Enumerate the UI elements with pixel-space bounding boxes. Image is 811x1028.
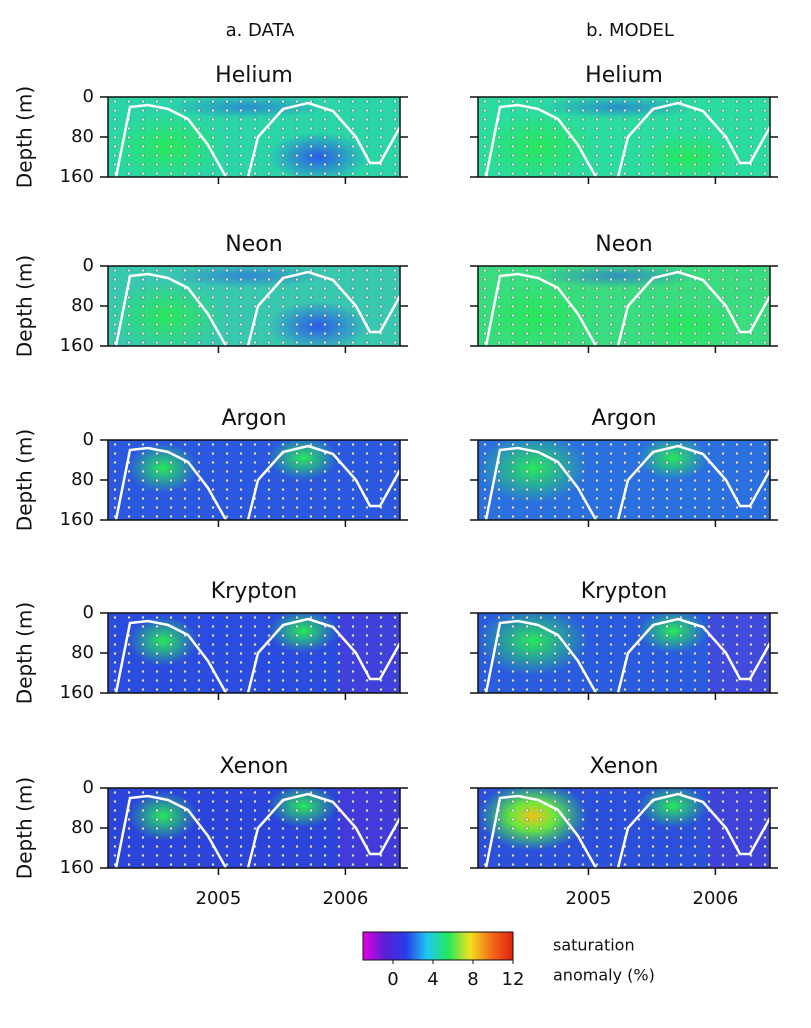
- panel: Xenon 0 80 160 2005 2006: [60, 754, 408, 909]
- panel-title: Xenon: [590, 754, 659, 779]
- panel-title: Helium: [585, 63, 663, 88]
- y-axis-label: Depth (m): [13, 255, 37, 357]
- contour-field: [108, 613, 400, 693]
- panel-title: Neon: [595, 232, 652, 257]
- panel: Xenon 2005 2006: [470, 754, 778, 909]
- colorbar-tick-label: 4: [427, 969, 438, 990]
- x-tick-label: 2006: [693, 888, 739, 909]
- panel: Helium: [470, 63, 778, 184]
- y-axis-label: Depth (m): [13, 777, 37, 879]
- y-axis-label: Depth (m): [13, 86, 37, 188]
- panel-title: Argon: [591, 406, 656, 431]
- y-tick-label: 0: [83, 255, 94, 276]
- panel-title: Krypton: [211, 579, 298, 604]
- y-tick-label: 80: [71, 126, 94, 147]
- panel: Neon: [470, 232, 778, 353]
- contour-field: [478, 440, 770, 520]
- contour-field: [108, 788, 400, 868]
- contour-field: [108, 440, 400, 520]
- y-tick-label: 0: [83, 777, 94, 798]
- y-axis-label: Depth (m): [13, 429, 37, 531]
- panel: Neon 0 80 160: [60, 232, 408, 356]
- contour-field: [108, 97, 400, 177]
- y-axis-label: Depth (m): [13, 602, 37, 704]
- y-tick-label: 80: [71, 817, 94, 838]
- contour-field: [478, 266, 770, 346]
- panel: Argon: [470, 406, 778, 527]
- panel-title: Neon: [225, 232, 282, 257]
- panel-title: Krypton: [581, 579, 668, 604]
- column-header: b. MODEL: [586, 20, 674, 41]
- y-tick-label: 80: [71, 295, 94, 316]
- colorbar-tick-label: 12: [502, 969, 525, 990]
- y-tick-label: 80: [71, 642, 94, 663]
- contour-field: [478, 97, 770, 177]
- panel: Krypton: [470, 579, 778, 700]
- x-tick-label: 2005: [196, 888, 242, 909]
- y-tick-label: 160: [60, 682, 94, 703]
- column-header: a. DATA: [226, 20, 296, 41]
- contour-field: [108, 266, 400, 346]
- panel-title: Xenon: [220, 754, 289, 779]
- x-tick-label: 2005: [566, 888, 612, 909]
- contour-field: [478, 613, 770, 693]
- panel: Helium 0 80 160: [60, 63, 408, 187]
- y-tick-label: 160: [60, 509, 94, 530]
- colorbar: [362, 931, 514, 961]
- y-tick-label: 0: [83, 86, 94, 107]
- y-tick-label: 160: [60, 335, 94, 356]
- colorbar-tick-label: 8: [467, 969, 478, 990]
- colorbar-label: saturation: [553, 936, 635, 955]
- y-tick-label: 0: [83, 602, 94, 623]
- contour-field: [478, 788, 770, 868]
- colorbar-tick-label: 0: [387, 969, 398, 990]
- y-tick-label: 160: [60, 857, 94, 878]
- y-tick-label: 160: [60, 166, 94, 187]
- panel: Argon 0 80 160: [60, 406, 408, 530]
- colorbar-label: anomaly (%): [553, 966, 655, 985]
- y-tick-label: 80: [71, 469, 94, 490]
- y-tick-label: 0: [83, 429, 94, 450]
- panel: Krypton 0 80 160: [60, 579, 408, 703]
- panel-title: Helium: [215, 63, 293, 88]
- x-tick-label: 2006: [323, 888, 369, 909]
- panel-title: Argon: [221, 406, 286, 431]
